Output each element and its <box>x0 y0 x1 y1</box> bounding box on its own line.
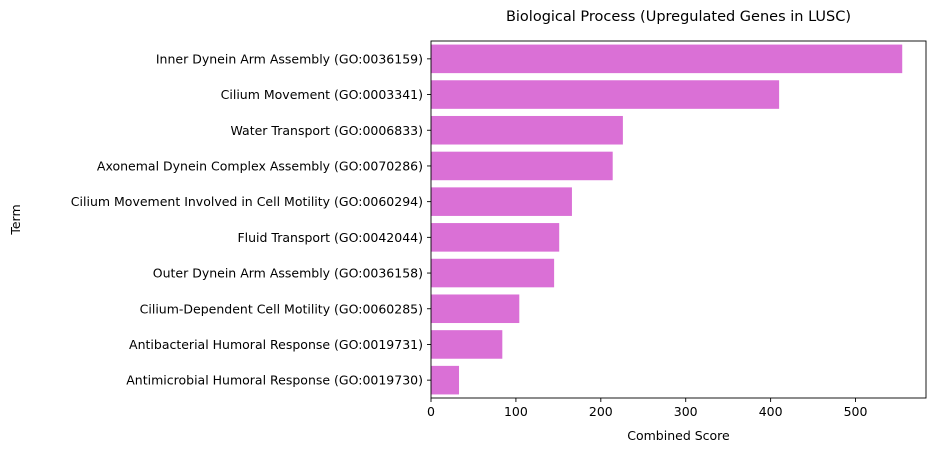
chart-title: Biological Process (Upregulated Genes in… <box>506 9 851 25</box>
y-tick-label: Cilium-Dependent Cell Motility (GO:00602… <box>140 301 423 316</box>
y-tick-label: Antimicrobial Humoral Response (GO:00197… <box>126 373 423 388</box>
x-tick-label: 0 <box>427 404 435 419</box>
bar <box>431 80 780 109</box>
y-tick-label: Outer Dynein Arm Assembly (GO:0036158) <box>153 266 423 281</box>
y-axis: Inner Dynein Arm Assembly (GO:0036159) Ci… <box>71 51 431 388</box>
bar <box>431 365 460 395</box>
bar <box>431 187 572 216</box>
bar <box>431 294 520 324</box>
x-tick-label: 100 <box>504 404 528 419</box>
y-tick-label: Antibacterial Humoral Response (GO:00197… <box>129 337 423 352</box>
plot-frame <box>430 40 927 399</box>
bar <box>431 44 903 74</box>
x-tick-label: 400 <box>759 404 783 419</box>
x-axis-title: Combined Score <box>627 428 730 443</box>
x-tick-label: 200 <box>589 404 613 419</box>
y-axis-title: Term <box>8 204 23 235</box>
bar <box>431 330 503 359</box>
y-tick-label: Cilium Movement (GO:0003341) <box>221 87 423 102</box>
bar <box>431 223 560 252</box>
y-tick-label: Cilium Movement Involved in Cell Motilit… <box>71 194 423 209</box>
y-tick-label: Fluid Transport (GO:0042044) <box>237 230 423 245</box>
bar <box>431 151 613 181</box>
bars-group <box>431 44 903 395</box>
bar <box>431 115 623 145</box>
x-tick-label: 500 <box>844 404 868 419</box>
y-tick-label: Water Transport (GO:0006833) <box>231 123 424 138</box>
bar <box>431 258 555 288</box>
y-tick-label: Axonemal Dynein Complex Assembly (GO:007… <box>97 158 423 173</box>
x-tick-label: 300 <box>674 404 698 419</box>
y-tick-label: Inner Dynein Arm Assembly (GO:0036159) <box>156 51 423 66</box>
x-axis: 0 100 200 300 400 500 <box>427 398 868 419</box>
